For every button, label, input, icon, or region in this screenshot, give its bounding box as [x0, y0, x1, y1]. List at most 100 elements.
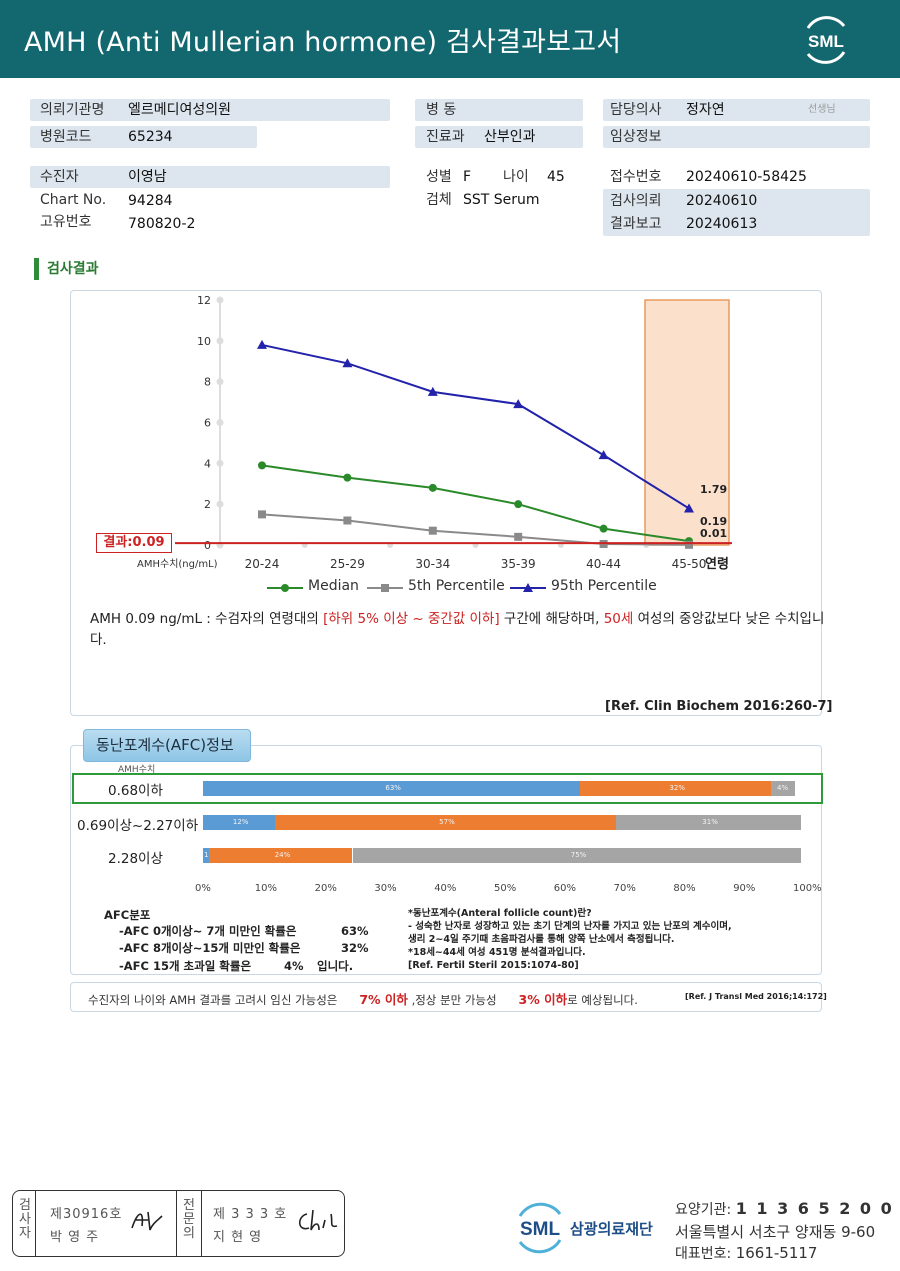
afc-note-5: [Ref. Fertil Steril 2015:1074-80] [408, 960, 579, 971]
afc-bar-segment: 57% [274, 815, 616, 830]
afc-tick-label: 60% [553, 883, 577, 894]
series-line-5th-percentile [261, 513, 690, 546]
afc-bar-segment: 12% [203, 815, 275, 830]
info-bar [603, 99, 870, 121]
y-axis-label: AMH수치(ng/mL) [137, 559, 218, 570]
afc-bar-segment: 31% [615, 815, 801, 830]
afc-tick-label: 0% [195, 883, 211, 894]
request-date-value: 20240610 [686, 193, 758, 209]
info-bar [415, 126, 583, 148]
info-bar [603, 189, 870, 236]
y-tick-label: 8 [204, 376, 211, 389]
y-tick-label: 4 [204, 457, 211, 470]
x-tick-label: 40-44 [586, 557, 621, 571]
specialist-label: 전문의 [183, 1198, 195, 1241]
y-tick-label: 0 [204, 539, 211, 552]
care-code-value: 1 1 3 6 5 2 0 0 [735, 1199, 894, 1218]
median-legend-marker [281, 584, 289, 592]
data-point [258, 461, 266, 470]
afc-tick-label: 30% [374, 883, 397, 894]
afc-bar-label: 32% [669, 784, 685, 792]
doctor-suffix: 선생님 [808, 104, 836, 115]
receipt-no-label: 접수번호 [610, 169, 662, 185]
y-tick-dot [216, 419, 224, 426]
svg-text:SML: SML [520, 1219, 561, 1240]
afc-tick-label: 50% [494, 883, 517, 894]
result-label: 결과:0.09 [96, 533, 172, 553]
series-line-median [261, 464, 690, 543]
chart-no-label: Chart No. [40, 192, 107, 208]
inspector-no: 제30916호 [50, 1207, 123, 1222]
interp-age: 50세 [603, 611, 634, 627]
data-point [427, 386, 438, 396]
afc-bar-label: 75% [570, 851, 587, 859]
chart-reference: [Ref. Clin Biochem 2016:260-7] [605, 699, 833, 714]
value-annotation: 0.01 [700, 527, 727, 540]
data-point [598, 450, 609, 460]
pregnancy-part1: 수진자의 나이와 AMH 결과를 고려시 임신 가능성은 [88, 993, 338, 1007]
specimen-value: SST Serum [463, 192, 540, 208]
interp-part3: 여성의 중앙값보다 낮은 수치입니다. [90, 611, 825, 648]
afc-tick-label: 100% [793, 883, 822, 894]
data-point [343, 473, 352, 482]
report-header: AMH (Anti Mullerian hormone) 검사결과보고서 SML [0, 0, 900, 78]
afc-dist-3-val: 4% [284, 959, 304, 973]
afc-dist-2-val: 32% [341, 941, 369, 955]
department-label: 진료과 [426, 129, 465, 145]
x-tick-label: 30-34 [415, 557, 450, 571]
doctor-label: 담당의사 [610, 102, 662, 118]
data-point [514, 532, 523, 541]
p95-legend-marker [523, 583, 533, 592]
x-tick-label: 25-29 [330, 557, 365, 571]
inspector-signature [131, 1211, 163, 1231]
x-axis-suffix: 연령 [705, 557, 729, 572]
age-value: 45 [547, 169, 565, 185]
info-bar [415, 99, 583, 121]
afc-row-label: 0.68이하 [108, 783, 163, 799]
x-tick-label: 35-39 [501, 557, 536, 571]
inspector-label: 검사자 [19, 1198, 31, 1241]
afc-bar-segment: 4% [771, 781, 795, 796]
afc-bar-label: 4% [777, 784, 789, 792]
interp-part1: AMH 0.09 ng/mL : 수검자의 연령대의 [90, 611, 324, 627]
afc-bar-segment: 32% [579, 781, 772, 796]
value-annotation: 0.19 [700, 515, 727, 528]
y-tick-dot [216, 337, 224, 345]
ward-label: 병 동 [426, 102, 457, 118]
request-date-label: 검사의뢰 [610, 193, 662, 209]
organization-name: 삼광의료재단 [570, 1220, 653, 1238]
interpretation-text: AMH 0.09 ng/mL : 수검자의 연령대의 [하위 5% 이상 ~ 중… [90, 609, 830, 651]
data-point [684, 503, 694, 513]
unique-id-label: 고유번호 [40, 214, 92, 230]
pregnancy-text: 수진자의 나이와 AMH 결과를 고려시 임신 가능성은 7% 이하 ,정상 분… [88, 989, 638, 1008]
y-tick-dot [216, 459, 224, 467]
care-code-label: 요양기관: [675, 1202, 736, 1218]
report-date-label: 결과보고 [610, 216, 662, 232]
afc-column-label: AMH수치 [118, 765, 156, 775]
x-tick-label: 45-50 [672, 557, 707, 571]
afc-row-label: 2.28이상 [108, 851, 163, 867]
sex-value: F [463, 169, 472, 185]
afc-bar-label: 12% [232, 818, 249, 826]
afc-bar-label: 57% [439, 818, 455, 826]
afc-tick-label: 10% [254, 883, 278, 894]
tel-value: 1661-5117 [735, 1244, 818, 1262]
tel-label: 대표번호: [675, 1246, 736, 1262]
afc-tick-label: 40% [434, 883, 457, 894]
pregnancy-val1: 7% 이하 [359, 992, 408, 1007]
p5-legend-marker [381, 584, 389, 592]
y-tick-label: 12 [197, 294, 211, 307]
highlight-band-45-50 [644, 299, 730, 546]
afc-tick-label: 90% [733, 883, 756, 894]
afc-tick-label: 70% [613, 883, 636, 894]
info-bar [30, 126, 257, 148]
legend-95th: 95th Percentile [551, 578, 657, 594]
chart-no-value: 94284 [128, 193, 173, 209]
data-point [514, 500, 523, 509]
hospital-code-label: 병원코드 [40, 129, 92, 145]
afc-dist-2: -AFC 8개이상~15개 미만인 확률은 [119, 941, 301, 955]
afc-note-4: *18세~44세 여성 451명 분석결과입니다. [408, 947, 586, 958]
sml-logo: SML [806, 16, 846, 64]
report-title: AMH (Anti Mullerian hormone) 검사결과보고서 [24, 27, 622, 58]
afc-bar-label: 24% [274, 851, 291, 859]
